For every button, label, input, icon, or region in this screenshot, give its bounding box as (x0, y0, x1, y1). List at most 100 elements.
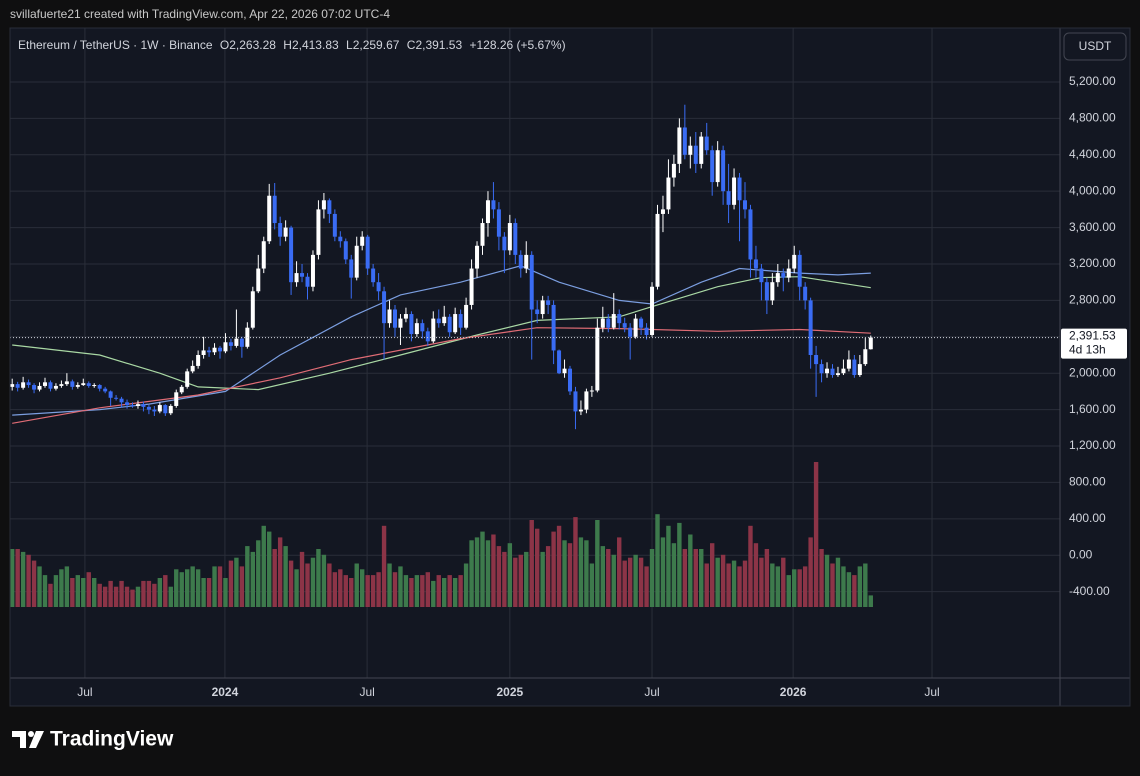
candle-body (97, 385, 102, 389)
x-tick-label: 2026 (780, 685, 807, 699)
volume-bar (551, 531, 556, 607)
candle-body (420, 323, 425, 332)
candle-body (53, 385, 58, 389)
volume-bar (20, 551, 26, 607)
candle-body (360, 236, 365, 246)
candle-body (715, 150, 720, 183)
volume-bar (359, 569, 365, 607)
volume-bar (37, 566, 42, 607)
volume-bar (299, 551, 305, 607)
candle-body (196, 355, 201, 366)
volume-bar (283, 546, 288, 607)
candle-body (704, 136, 709, 151)
volume-bar (699, 549, 704, 607)
candle-body (759, 268, 764, 283)
volume-bar (644, 566, 649, 607)
candle-body (294, 273, 299, 283)
candle-body (119, 398, 124, 403)
volume-bar (206, 578, 212, 607)
volume-bar (163, 575, 168, 607)
candle-body (365, 236, 370, 269)
volume-bar (261, 525, 266, 607)
candle-body (300, 273, 305, 277)
candle-body (584, 391, 589, 410)
candle-body (819, 364, 824, 374)
volume-bar (184, 569, 190, 607)
volume-bar (217, 566, 223, 607)
volume-bar (86, 572, 91, 607)
volume-bar (534, 528, 540, 607)
symbol: Ethereum / TetherUS · 1W · Binance (18, 38, 213, 52)
candle-body (64, 381, 69, 385)
volume-bar (770, 563, 775, 607)
candle-body (830, 368, 835, 376)
currency-button[interactable] (1063, 32, 1127, 61)
volume-bar (584, 540, 589, 607)
volume-bar (245, 546, 250, 607)
volume-bar (288, 560, 294, 607)
candle-body (398, 318, 403, 328)
volume-bar (666, 525, 671, 607)
candle-body (338, 236, 343, 242)
candle-body (699, 136, 704, 164)
volume-bar (513, 557, 518, 607)
volume-bar (113, 586, 119, 607)
currency[interactable]: USDT (1079, 39, 1112, 53)
volume-bar (250, 551, 256, 607)
volume-bar (201, 578, 206, 607)
volume-bar (316, 549, 321, 607)
candle-body (568, 368, 572, 392)
volume-bar (26, 554, 31, 607)
candle-body (75, 385, 80, 387)
volume-bar (272, 549, 277, 607)
volume-bar (480, 531, 485, 607)
candle-body (600, 318, 605, 328)
y-tick-label: 3,600.00 (1069, 220, 1116, 234)
volume-bar (75, 575, 81, 607)
volume-bar (168, 586, 173, 607)
candle-body (863, 349, 868, 365)
candle-body (436, 318, 441, 324)
volume-bar (212, 566, 217, 607)
l-value: 2,259.67 (353, 38, 400, 52)
candle-body (409, 314, 414, 335)
volume-bar (31, 560, 37, 607)
c-label: C (407, 38, 416, 52)
candle-body (10, 384, 15, 387)
logo-dot (28, 731, 34, 737)
volume-bar (638, 557, 644, 607)
candle-body (283, 227, 288, 237)
candle-body (447, 316, 452, 333)
volume-bar (868, 595, 873, 607)
candle-body (808, 300, 813, 356)
volume-bar (567, 543, 573, 607)
volume-bar (42, 575, 48, 607)
volume-bar (146, 580, 152, 607)
candle-body (633, 318, 638, 337)
candle-body (666, 177, 671, 210)
x-tick-label: Jul (924, 685, 939, 699)
volume-bar (562, 540, 567, 607)
volume-bar (720, 554, 726, 607)
candle-body (458, 314, 463, 328)
candle-body (671, 163, 676, 178)
candle-body (278, 223, 283, 237)
volume-bar (830, 563, 835, 607)
volume-bar (190, 566, 195, 607)
volume-bar (64, 566, 70, 607)
candle-body (354, 245, 359, 278)
h-label: H (283, 38, 292, 52)
volume-bar (48, 583, 53, 607)
volume-bar (759, 557, 764, 607)
candle-body (289, 227, 294, 283)
volume-bar (491, 534, 496, 607)
candle-body (507, 223, 512, 251)
logo-slash (29, 731, 44, 748)
candle-body (327, 200, 332, 214)
volume-bar (775, 566, 781, 607)
volume-bar (376, 572, 381, 607)
candle-body (185, 371, 190, 387)
candle-body (792, 254, 797, 269)
last-price-label: 2,391.53 (1069, 329, 1116, 343)
